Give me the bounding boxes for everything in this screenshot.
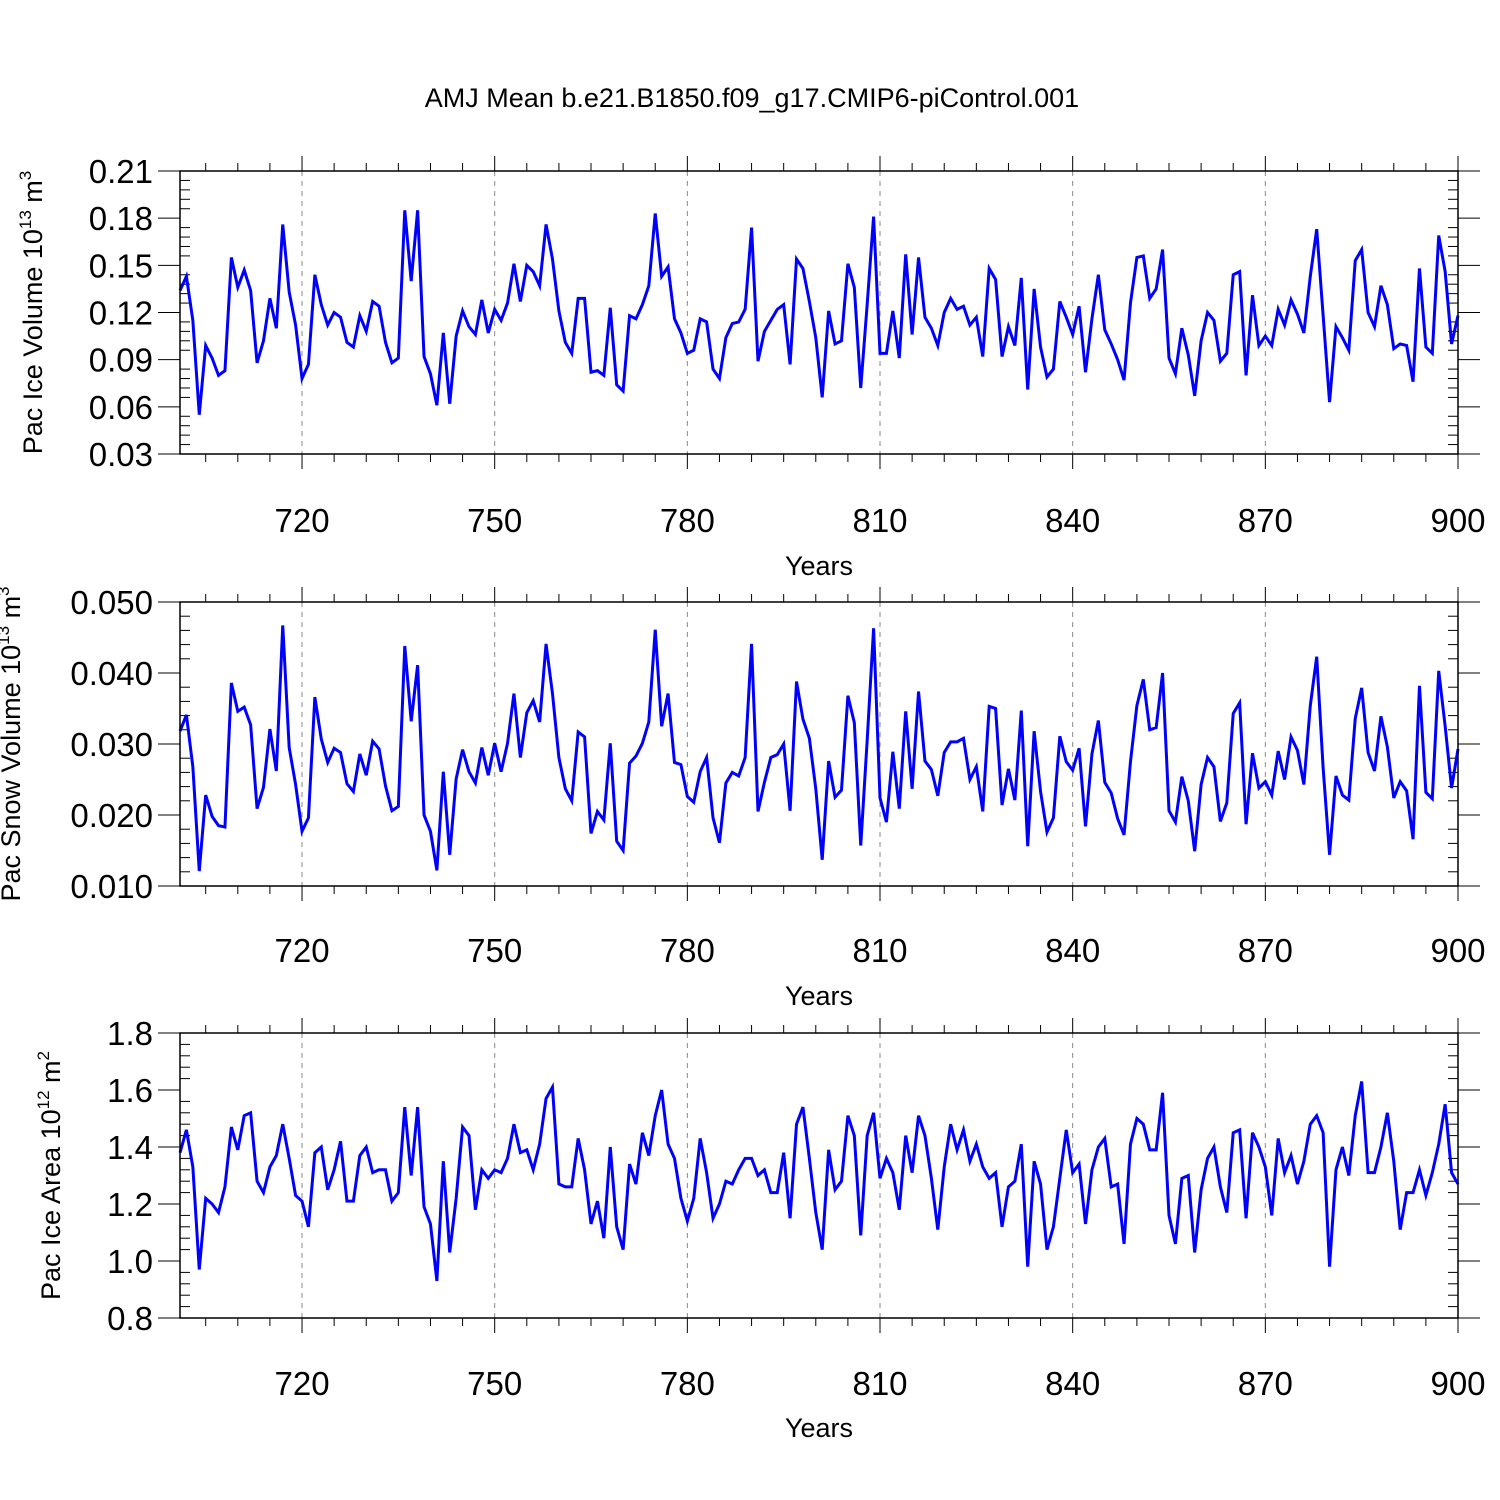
y-axis-label: Pac Ice Volume 1013 m3 xyxy=(16,171,48,455)
x-tick-label: 720 xyxy=(274,932,329,969)
x-tick-label: 900 xyxy=(1430,1365,1485,1402)
x-axis-label: Years xyxy=(785,551,853,581)
y-tick-label: 1.8 xyxy=(107,1015,153,1052)
series-line xyxy=(178,1081,1460,1282)
y-tick-label: 0.12 xyxy=(89,295,153,332)
y-tick-label: 1.6 xyxy=(107,1072,153,1109)
y-axis-label-superscript: 3 xyxy=(0,586,13,595)
x-tick-label: 900 xyxy=(1430,932,1485,969)
plot-frame xyxy=(179,170,1459,455)
chart-panels: 0.03 0.06 0.09 0.12 0.15 0.18 0.21 720 750 780 810… xyxy=(0,153,1486,1443)
x-tick-label: 780 xyxy=(660,932,715,969)
y-axis-label: Pac Ice Area 1012 m2 xyxy=(34,1051,66,1300)
y-tick-label: 0.03 xyxy=(89,436,153,473)
y-tick-label: 0.09 xyxy=(89,342,153,379)
y-axis-label-superscript: 13 xyxy=(0,626,13,645)
y-tick-label: 1.0 xyxy=(107,1243,153,1280)
y-tick-label: 0.18 xyxy=(89,200,153,237)
x-tick-label: 870 xyxy=(1238,932,1293,969)
y-axis-label-text: m xyxy=(0,596,26,626)
x-tick-label: 870 xyxy=(1238,1365,1293,1402)
y-axis-label-text: m xyxy=(18,180,48,210)
y-axis-label-superscript: 13 xyxy=(16,210,35,229)
plot-frame xyxy=(179,601,1459,887)
y-tick-label: 0.050 xyxy=(70,584,153,621)
y-axis-label-text: Pac Ice Volume 10 xyxy=(18,229,48,454)
y-axis-label-superscript: 12 xyxy=(34,1090,53,1109)
x-tick-label: 840 xyxy=(1045,932,1100,969)
y-axis-label-text: Pac Snow Volume 10 xyxy=(0,645,26,902)
x-tick-label: 720 xyxy=(274,502,329,539)
x-tick-label: 810 xyxy=(852,1365,907,1402)
y-axis-label-superscript: 2 xyxy=(34,1051,53,1060)
x-axis-label: Years xyxy=(785,981,853,1011)
x-tick-label: 840 xyxy=(1045,1365,1100,1402)
y-tick-label: 0.020 xyxy=(70,797,153,834)
x-tick-label: 750 xyxy=(467,932,522,969)
y-tick-label: 1.2 xyxy=(107,1186,153,1223)
x-tick-label: 840 xyxy=(1045,502,1100,539)
x-axis-label: Years xyxy=(785,1413,853,1443)
chart-panel-1: 0.03 0.06 0.09 0.12 0.15 0.18 0.21 720 750 780 810… xyxy=(16,153,1486,581)
y-tick-label: 0.21 xyxy=(89,153,153,190)
x-tick-label: 780 xyxy=(660,502,715,539)
y-axis-label-text: Pac Ice Area 10 xyxy=(36,1109,66,1300)
x-tick-label: 810 xyxy=(852,502,907,539)
y-tick-label: 0.040 xyxy=(70,655,153,692)
plot-frame xyxy=(179,1032,1459,1319)
x-tick-label: 810 xyxy=(852,932,907,969)
x-tick-label: 900 xyxy=(1430,502,1485,539)
chart-panel-3: 0.8 1.0 1.2 1.4 1.6 1.8 720 750 780 810 840 870 900 Y… xyxy=(34,1015,1486,1443)
x-tick-label: 780 xyxy=(660,1365,715,1402)
x-tick-label: 750 xyxy=(467,1365,522,1402)
y-axis-label-superscript: 3 xyxy=(16,171,35,180)
y-tick-label: 0.06 xyxy=(89,389,153,426)
y-tick-label: 1.4 xyxy=(107,1129,153,1166)
y-tick-label: 0.010 xyxy=(70,868,153,905)
figure-title: AMJ Mean b.e21.B1850.f09_g17.CMIP6-piCon… xyxy=(425,83,1079,113)
series-line xyxy=(178,625,1460,872)
x-tick-label: 750 xyxy=(467,502,522,539)
y-tick-label: 0.030 xyxy=(70,726,153,763)
x-tick-label: 870 xyxy=(1238,502,1293,539)
x-tick-label: 720 xyxy=(274,1365,329,1402)
y-tick-label: 0.8 xyxy=(107,1300,153,1337)
y-axis-label-text: m xyxy=(36,1060,66,1090)
y-tick-label: 0.15 xyxy=(89,247,153,284)
series-line xyxy=(178,210,1460,415)
chart-panel-2: 0.010 0.020 0.030 0.040 0.050 720 750 780 810 840… xyxy=(0,584,1486,1011)
y-axis-label: Pac Snow Volume 1013 m3 xyxy=(0,586,26,901)
